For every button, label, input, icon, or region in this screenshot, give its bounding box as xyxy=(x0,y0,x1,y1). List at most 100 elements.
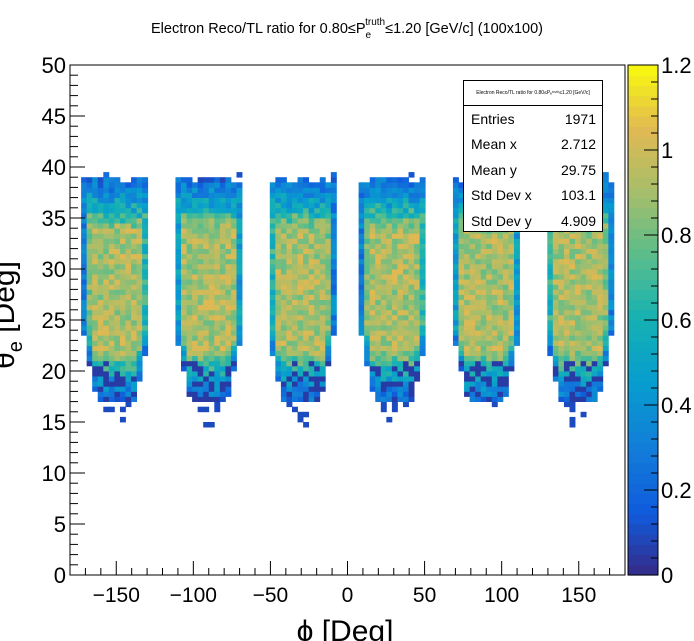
heatmap-cell xyxy=(608,299,615,306)
heatmap-cell xyxy=(491,360,498,367)
heatmap-cell xyxy=(314,187,321,193)
heatmap-cell xyxy=(569,391,576,397)
heatmap-cell xyxy=(86,279,93,285)
heatmap-cell xyxy=(575,248,581,255)
heatmap-cell xyxy=(114,381,121,387)
heatmap-cell xyxy=(108,238,115,244)
stats-value: 2.712 xyxy=(560,136,596,153)
heatmap-cell xyxy=(586,263,593,270)
colorbar-segment xyxy=(628,177,658,188)
heatmap-cell xyxy=(491,340,498,346)
heatmap-cell xyxy=(458,182,465,188)
heatmap-cell xyxy=(369,289,376,295)
heatmap-cell xyxy=(131,304,137,311)
heatmap-cell xyxy=(175,197,182,204)
heatmap-cell xyxy=(186,365,193,372)
heatmap-cell xyxy=(119,391,126,397)
heatmap-cell xyxy=(591,325,598,331)
heatmap-cell xyxy=(486,330,493,336)
heatmap-cell xyxy=(608,263,615,270)
heatmap-cell xyxy=(580,340,587,346)
colorbar-segment xyxy=(628,136,658,148)
heatmap-cell xyxy=(408,304,415,311)
heatmap-cell xyxy=(292,187,298,193)
heatmap-cell xyxy=(292,212,298,219)
heatmap-cell xyxy=(386,197,393,204)
heatmap-cell xyxy=(358,284,365,290)
heatmap-cell xyxy=(403,279,409,285)
heatmap-cell xyxy=(314,218,321,224)
heatmap-cell xyxy=(136,335,143,341)
heatmap-cell xyxy=(214,294,221,300)
heatmap-cell xyxy=(414,212,421,219)
heatmap-cell xyxy=(486,289,493,295)
heatmap-cell xyxy=(397,345,404,351)
heatmap-cell xyxy=(608,248,615,255)
heatmap-cell xyxy=(86,309,93,316)
heatmap-cell xyxy=(508,314,515,321)
heatmap-cell xyxy=(591,345,598,351)
heatmap-cell xyxy=(547,309,554,316)
heatmap-cell xyxy=(558,391,565,397)
heatmap-cell xyxy=(131,350,137,357)
heatmap-cell xyxy=(297,253,304,260)
heatmap-cell xyxy=(86,360,93,367)
heatmap-cell xyxy=(280,335,287,341)
heatmap-cell xyxy=(602,269,609,275)
heatmap-cell xyxy=(186,253,193,260)
heatmap-cell xyxy=(97,269,104,275)
heatmap-cell xyxy=(86,233,93,239)
heatmap-cell xyxy=(458,294,465,300)
stats-row-std-y: Std Dev y 4.909 xyxy=(464,208,602,234)
heatmap-cell xyxy=(475,330,482,336)
heatmap-cell xyxy=(569,381,576,387)
heatmap-cell xyxy=(569,330,576,336)
heatmap-cell xyxy=(408,325,415,331)
heatmap-cell xyxy=(280,212,287,219)
heatmap-cell xyxy=(186,212,193,219)
heatmap-cell xyxy=(181,258,187,265)
heatmap-cell xyxy=(558,263,565,270)
heatmap-cell xyxy=(119,345,126,351)
heatmap-cell xyxy=(280,396,287,402)
heatmap-cell xyxy=(92,294,99,300)
stats-value: 4.909 xyxy=(560,212,596,229)
heatmap-cell xyxy=(136,207,143,214)
colorbar-segment xyxy=(628,126,658,137)
heatmap-cell xyxy=(602,350,609,357)
heatmap-cell xyxy=(119,258,126,265)
heatmap-cell xyxy=(81,289,88,295)
heatmap-cell xyxy=(125,238,132,244)
heatmap-cell xyxy=(303,218,310,224)
heatmap-cell xyxy=(286,376,293,382)
heatmap-cell xyxy=(275,371,282,377)
heatmap-cell xyxy=(308,192,315,198)
heatmap-cell xyxy=(403,258,409,265)
heatmap-cell xyxy=(119,187,126,193)
heatmap-cell xyxy=(292,279,298,285)
heatmap-cell xyxy=(230,218,237,224)
heatmap-cell xyxy=(214,345,221,351)
heatmap-cell xyxy=(547,284,554,290)
heatmap-cell xyxy=(275,325,282,331)
heatmap-cell xyxy=(225,381,232,387)
heatmap-cell xyxy=(386,253,393,260)
heatmap-cell xyxy=(192,248,199,255)
heatmap-cell xyxy=(597,376,604,382)
heatmap-cell xyxy=(275,212,282,219)
heatmap-cell xyxy=(514,320,520,326)
heatmap-cell xyxy=(286,335,293,341)
heatmap-cell xyxy=(403,177,409,183)
heatmap-cell xyxy=(580,304,587,311)
heatmap-cell xyxy=(575,279,581,285)
heatmap-cell xyxy=(419,218,426,224)
heatmap-cell xyxy=(414,187,421,193)
heatmap-cell xyxy=(369,274,376,280)
heatmap-cell xyxy=(208,182,215,188)
heatmap-cell xyxy=(375,345,382,351)
heatmap-cell xyxy=(181,233,187,239)
heatmap-cell xyxy=(275,218,282,224)
heatmap-cell xyxy=(175,314,182,321)
heatmap-cell xyxy=(136,228,143,234)
heatmap-cell xyxy=(386,350,393,357)
